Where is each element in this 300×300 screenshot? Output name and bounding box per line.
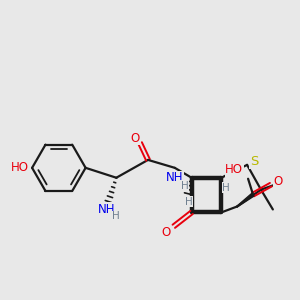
Text: H: H bbox=[222, 183, 230, 193]
Text: NH: NH bbox=[166, 171, 184, 184]
Text: S: S bbox=[250, 155, 258, 168]
Text: NH: NH bbox=[98, 203, 115, 216]
Text: H: H bbox=[185, 196, 193, 206]
Text: H: H bbox=[181, 181, 189, 191]
Polygon shape bbox=[237, 193, 254, 207]
Text: O: O bbox=[130, 132, 140, 145]
Text: HO: HO bbox=[11, 161, 29, 174]
Text: HO: HO bbox=[225, 163, 243, 176]
Text: H: H bbox=[112, 212, 120, 221]
Text: O: O bbox=[273, 175, 282, 188]
Text: O: O bbox=[161, 226, 170, 239]
